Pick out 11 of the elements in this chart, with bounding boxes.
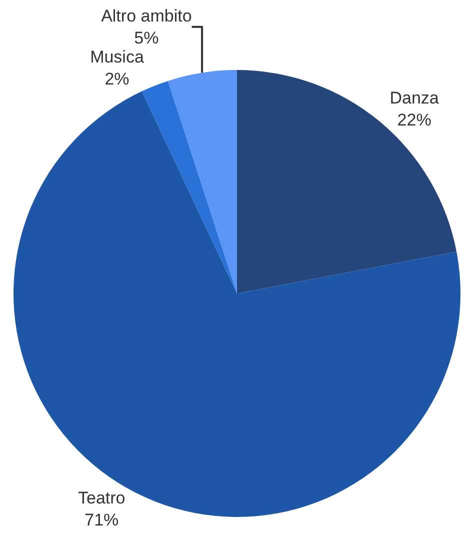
data-label: 71% (84, 510, 119, 530)
data-label: 2% (104, 69, 130, 88)
slice-label: Danza (390, 88, 440, 108)
data-label: 22% (397, 110, 432, 130)
pie-slice (237, 70, 457, 294)
slice-label: Altro ambito (101, 6, 192, 26)
pie-slice (168, 70, 237, 294)
data-label: 5% (134, 28, 159, 48)
slice-label: Musica (90, 47, 144, 66)
slice-label: Teatro (78, 488, 126, 508)
pie-slice (142, 80, 237, 294)
